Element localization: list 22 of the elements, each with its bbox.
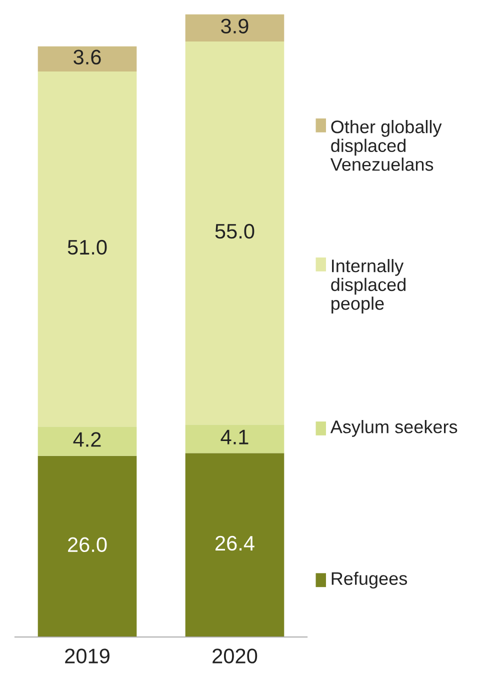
data-label: 26.4 bbox=[216, 536, 254, 551]
data-label: 51.0 bbox=[68, 240, 107, 255]
data-label: 3.9 bbox=[221, 18, 248, 34]
data-label: 4.2 bbox=[73, 432, 101, 447]
x-tick-label: 2020 bbox=[212, 648, 258, 664]
legend-label: Other globally displaced Venezuelans bbox=[330, 120, 442, 171]
bar bbox=[38, 426, 137, 456]
legend-label: Asylum seekers bbox=[330, 420, 458, 437]
bar bbox=[38, 71, 137, 427]
bar bbox=[185, 424, 284, 454]
bar bbox=[38, 456, 137, 637]
bar bbox=[185, 14, 284, 42]
legend-label: Internally displaced people bbox=[331, 259, 406, 314]
data-label: 4.1 bbox=[220, 430, 248, 444]
x-tick-label: 2019 bbox=[65, 648, 110, 664]
data-label: 26.0 bbox=[68, 537, 107, 552]
bar bbox=[38, 46, 137, 72]
bar bbox=[185, 42, 284, 425]
legend-label: Refugees bbox=[332, 572, 407, 589]
bar bbox=[185, 453, 284, 637]
data-label: 3.6 bbox=[74, 50, 101, 65]
data-label: 55.0 bbox=[215, 224, 254, 239]
